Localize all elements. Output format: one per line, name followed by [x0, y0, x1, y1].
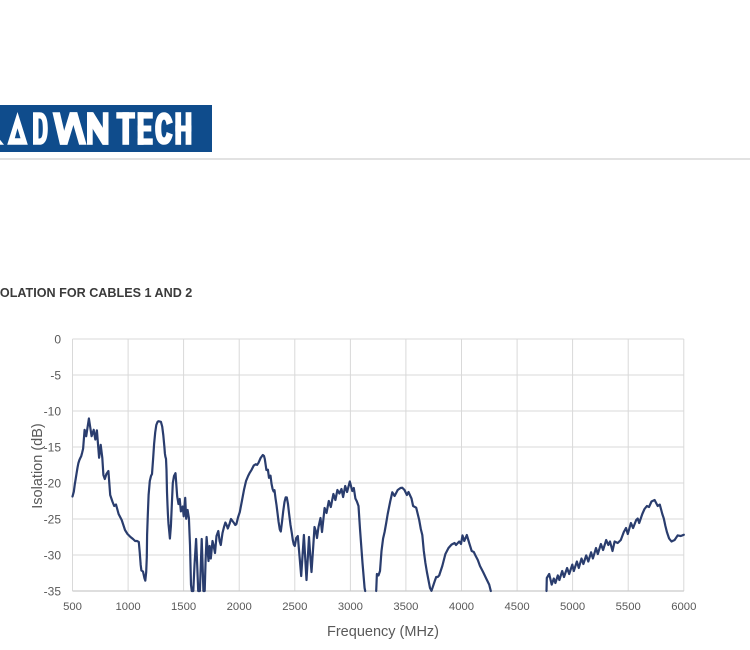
svg-text:3500: 3500 — [393, 601, 418, 613]
svg-text:-5: -5 — [50, 368, 61, 382]
svg-text:1000: 1000 — [116, 601, 141, 613]
svg-text:500: 500 — [63, 601, 82, 613]
svg-text:4500: 4500 — [505, 601, 530, 613]
svg-text:Frequency (MHz): Frequency (MHz) — [327, 624, 439, 640]
svg-text:3000: 3000 — [338, 601, 363, 613]
svg-text:-10: -10 — [44, 404, 62, 418]
svg-text:-20: -20 — [44, 476, 62, 490]
svg-text:Isolation (dB): Isolation (dB) — [30, 423, 46, 508]
svg-text:5000: 5000 — [560, 601, 585, 613]
svg-text:-25: -25 — [44, 512, 62, 526]
svg-text:4000: 4000 — [449, 601, 474, 613]
svg-text:1500: 1500 — [171, 601, 196, 613]
svg-text:-15: -15 — [44, 440, 62, 454]
svg-text:-35: -35 — [44, 584, 62, 598]
svg-text:2500: 2500 — [282, 601, 307, 613]
svg-text:6000: 6000 — [671, 601, 696, 613]
svg-text:-30: -30 — [44, 548, 62, 562]
svg-text:5500: 5500 — [616, 601, 641, 613]
svg-text:0: 0 — [54, 332, 61, 346]
svg-text:2000: 2000 — [227, 601, 252, 613]
